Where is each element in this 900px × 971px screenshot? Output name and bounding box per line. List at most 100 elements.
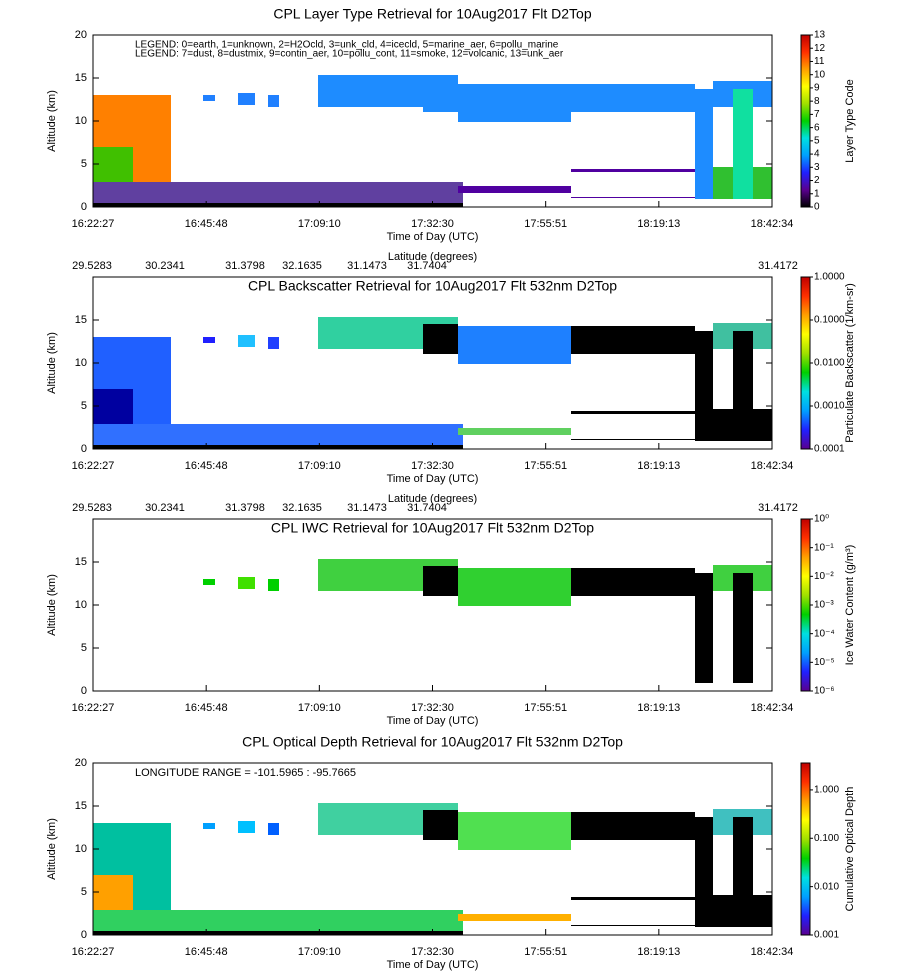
curtain-layer [695,573,713,683]
curtain-layer [238,335,255,347]
curtain-layer [733,573,753,683]
x-axis-label: Time of Day (UTC) [387,715,479,727]
y-tick-label: 15 [75,314,87,326]
colorbar-tick-label: 10⁻⁵ [814,657,835,668]
curtain-layer [571,326,695,354]
y-tick-label: 0 [81,685,87,697]
x-tick-label: 18:19:13 [637,946,680,958]
colorbar-tick-label: 10⁻² [814,571,834,582]
curtain-layer [93,424,463,447]
x-tick-label: 18:19:13 [637,460,680,472]
panel-title: CPL Layer Type Retrieval for 10Aug2017 F… [273,6,592,22]
curtain-layer [571,84,695,112]
colorbar [800,276,811,450]
colorbar-tick-label: 13 [814,30,826,41]
colorbar-tick-label: 10⁻¹ [814,542,834,553]
x-tick-label: 16:22:27 [72,460,115,472]
y-tick-label: 20 [75,29,87,41]
colorbar-tick-label: 1.0000 [814,272,845,283]
curtain-layer [571,411,695,414]
curtain-layer [458,84,571,122]
x-tick-label: 17:32:30 [411,702,454,714]
colorbar-tick-label: 5 [814,135,820,146]
curtain-layer [458,568,571,606]
colorbar-tick-label: 0.1000 [814,315,845,326]
latitude-tick: 29.5283 [72,260,112,272]
latitude-tick: 32.1635 [282,502,322,514]
curtain-layer [458,812,571,850]
colorbar [800,34,811,208]
colorbar-tick-label: 10 [814,69,826,80]
panel-title: CPL Backscatter Retrieval for 10Aug2017 … [248,278,617,294]
colorbar-tick-label: 0 [814,202,820,213]
panel-title: CPL IWC Retrieval for 10Aug2017 Flt 532n… [271,520,594,536]
y-tick-label: 20 [75,757,87,769]
y-tick-label: 0 [81,443,87,455]
colorbar-tick-label: 6 [814,122,820,133]
plot-frame [92,34,773,208]
curtain-layer [571,812,695,840]
curtain-layer [203,823,215,829]
x-tick-label: 17:55:51 [524,702,567,714]
curtain-layer [458,326,571,364]
curtain-layer [695,817,713,927]
x-tick-label: 17:55:51 [524,946,567,958]
x-tick-label: 17:32:30 [411,218,454,230]
y-tick-label: 5 [81,886,87,898]
legend-line: LEGEND: 7=dust, 8=dustmix, 9=contin_aer,… [135,49,564,60]
curtain-layer [93,910,463,933]
x-tick-label: 17:55:51 [524,460,567,472]
colorbar [800,518,811,692]
x-axis-label: Time of Day (UTC) [387,231,479,243]
curtain-layer [733,817,753,927]
latitude-tick: 31.4172 [758,502,798,514]
x-axis-label: Time of Day (UTC) [387,473,479,485]
y-tick-label: 10 [75,843,87,855]
curtain-layer [458,428,571,435]
curtain-layer [733,331,753,441]
latitude-tick: 31.7404 [407,502,447,514]
y-axis-label: Altitude (km) [46,90,58,152]
curtain-layer [571,439,695,440]
curtain-layer [423,324,458,354]
y-tick-label: 15 [75,556,87,568]
colorbar-label: Cumulative Optical Depth [844,787,856,912]
curtain-layer [423,82,458,112]
panel: CPL Layer Type Retrieval for 10Aug2017 F… [46,6,856,243]
y-tick-label: 5 [81,642,87,654]
y-axis-label: Altitude (km) [46,332,58,394]
curtain-layer [268,823,279,835]
latitude-tick: 31.1473 [347,260,387,272]
latitude-tick: 32.1635 [282,260,322,272]
colorbar-label: Ice Water Content (g/m³) [844,545,856,666]
annotation: LONGITUDE RANGE = -101.5965 : -95.7665 [135,767,356,779]
x-tick-label: 18:42:34 [751,218,794,230]
colorbar-tick-label: 2 [814,175,820,186]
curtain-layer [203,337,215,343]
colorbar-tick-label: 7 [814,109,820,120]
colorbar-tick-label: 10⁻⁴ [814,628,835,639]
y-tick-label: 0 [81,929,87,941]
curtain-layer [238,577,255,589]
colorbar-tick-label: 4 [814,149,820,160]
y-tick-label: 10 [75,599,87,611]
latitude-tick: 29.5283 [72,502,112,514]
x-tick-label: 18:19:13 [637,702,680,714]
x-tick-label: 16:22:27 [72,218,115,230]
curtain-layer [93,445,463,449]
latitude-tick: 30.2341 [145,260,185,272]
colorbar-tick-label: 10⁻⁶ [814,686,835,697]
latitude-tick: 30.2341 [145,502,185,514]
curtain-layer [93,203,463,207]
x-tick-label: 17:09:10 [298,218,341,230]
latitude-tick: 31.3798 [225,502,265,514]
colorbar-tick-label: 1 [814,188,820,199]
x-tick-label: 17:32:30 [411,946,454,958]
x-tick-label: 18:42:34 [751,946,794,958]
legend-line: LEGEND: 0=earth, 1=unknown, 2=H2Ocld, 3=… [135,40,559,51]
curtain-layer [93,931,463,935]
colorbar-tick-label: 0.0010 [814,401,845,412]
y-tick-label: 15 [75,800,87,812]
colorbar-tick-label: 9 [814,83,820,94]
curtain-layer [238,821,255,833]
